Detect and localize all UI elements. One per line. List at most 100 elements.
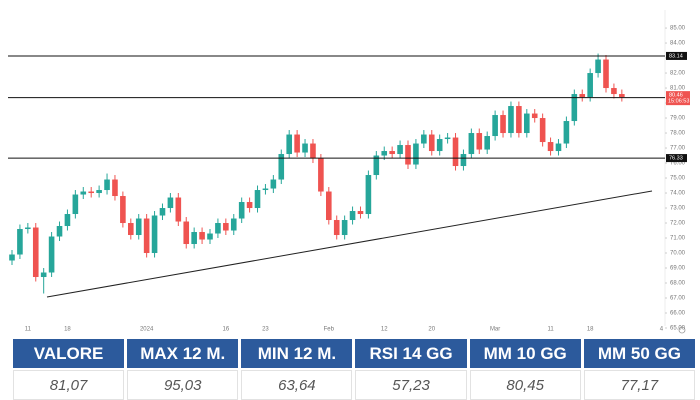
candle-body [294,134,300,153]
chart: 65.00 66.00 67.00 68.00 69.00 70.00 71.00 72.00… [8,10,690,334]
candle-body [48,236,55,273]
y-tick-label: 77.00 [670,146,686,152]
candle-body [476,133,483,150]
candle-body [56,226,63,237]
candle-body [484,136,490,150]
candle-body [333,220,340,236]
y-tick-label: 73.00 [670,206,686,212]
level-label: 76.33 [669,156,683,162]
candle-body [428,134,435,152]
x-tick-label: 23 [262,327,269,333]
candle-body [104,179,110,191]
last-price-label: 80.46 [669,93,683,99]
y-tick-label: 70.00 [670,251,686,257]
x-tick-label: 18 [587,327,594,333]
y-tick-label: 85.00 [670,26,686,32]
candle-body [120,196,126,224]
table-header: VALORE MAX 12 M. MIN 12 M. RSI 14 GG MM 10 G… [13,339,695,368]
last-time-label: 15:06:53 [668,99,689,105]
candle-body [531,113,538,119]
candle-body [318,158,324,192]
header-cell: RSI 14 GG [355,339,467,368]
candle-body [128,223,134,236]
header-cell: MIN 12 M. [241,339,353,368]
candle-body [9,254,15,261]
candle-body [397,145,403,155]
candle-body [230,218,237,231]
candle-body [183,221,190,245]
value-cell: 77,17 [583,370,695,400]
value-cell: 81,07 [13,370,125,400]
candle-body [563,121,570,144]
y-tick-label: 69.00 [670,266,686,272]
y-tick-label: 71.00 [670,236,686,242]
x-tick-label: 4 [660,327,664,333]
candle-body [238,202,245,219]
candle-body [571,94,578,122]
candle-body [619,94,625,98]
candle-body [159,208,166,216]
value-cell: 63,64 [241,370,353,400]
candle-body [444,137,451,140]
candle-body [215,223,221,234]
x-tick-label: 2024 [140,327,154,333]
x-tick-label: 18 [64,327,71,333]
candle-body [286,134,292,155]
value-cell: 57,23 [355,370,467,400]
candle-body [72,194,79,215]
candle-body [207,233,213,240]
candle-body [135,218,142,236]
stats-table: VALORE MAX 12 M. MIN 12 M. RSI 14 GG MM 10 G… [10,337,698,400]
level-label: 83.14 [669,53,683,59]
candle-body [278,154,285,180]
candle-body [555,143,562,152]
candle-body [64,214,71,227]
candle-body [262,188,269,191]
candle-body [40,272,47,278]
candle-body [112,179,118,197]
y-tick-label: 76.00 [670,161,686,167]
y-tick-label: 74.00 [670,191,686,197]
candle-body [341,220,348,236]
candle-body [17,229,23,255]
candle-body [191,232,197,245]
settings-icon[interactable] [678,326,686,334]
y-tick-label: 78.00 [670,131,686,137]
candle-body [603,59,609,89]
candle-body [32,227,39,278]
candle-body [143,218,150,254]
candle-body [405,145,411,165]
x-tick-label: Feb [324,327,335,333]
y-tick-label: 68.00 [670,281,686,287]
value-cell: 80,45 [469,370,581,400]
y-tick-label: 72.00 [670,221,686,227]
candle-body [373,155,380,176]
candle-body [254,190,261,209]
header-cell: VALORE [13,339,125,368]
candle-body [25,227,31,230]
candle-body [516,106,522,134]
candle-body [365,175,372,215]
candle-body [246,202,253,209]
last-price-bg [666,91,690,106]
x-tick-label: 12 [381,327,388,333]
candle-body [223,223,229,231]
candle-body [389,151,395,155]
header-cell: MM 10 GG [469,339,581,368]
candle-body [579,94,586,98]
candle-body [302,143,308,153]
candle-body [88,191,94,194]
candle-body [96,190,102,194]
candle-body [595,59,601,74]
candle-body [167,197,174,209]
y-tick-label: 84.00 [670,41,686,47]
x-tick-label: 20 [428,327,435,333]
candle-body [80,191,87,195]
y-tick-label: 81.00 [670,86,686,92]
candle-body [381,151,388,156]
y-tick-label: 75.00 [670,176,686,182]
candle-body [310,143,316,159]
x-tick-label: Mar [490,327,500,333]
table-row: 81,07 95,03 63,64 57,23 80,45 77,17 [13,370,695,400]
